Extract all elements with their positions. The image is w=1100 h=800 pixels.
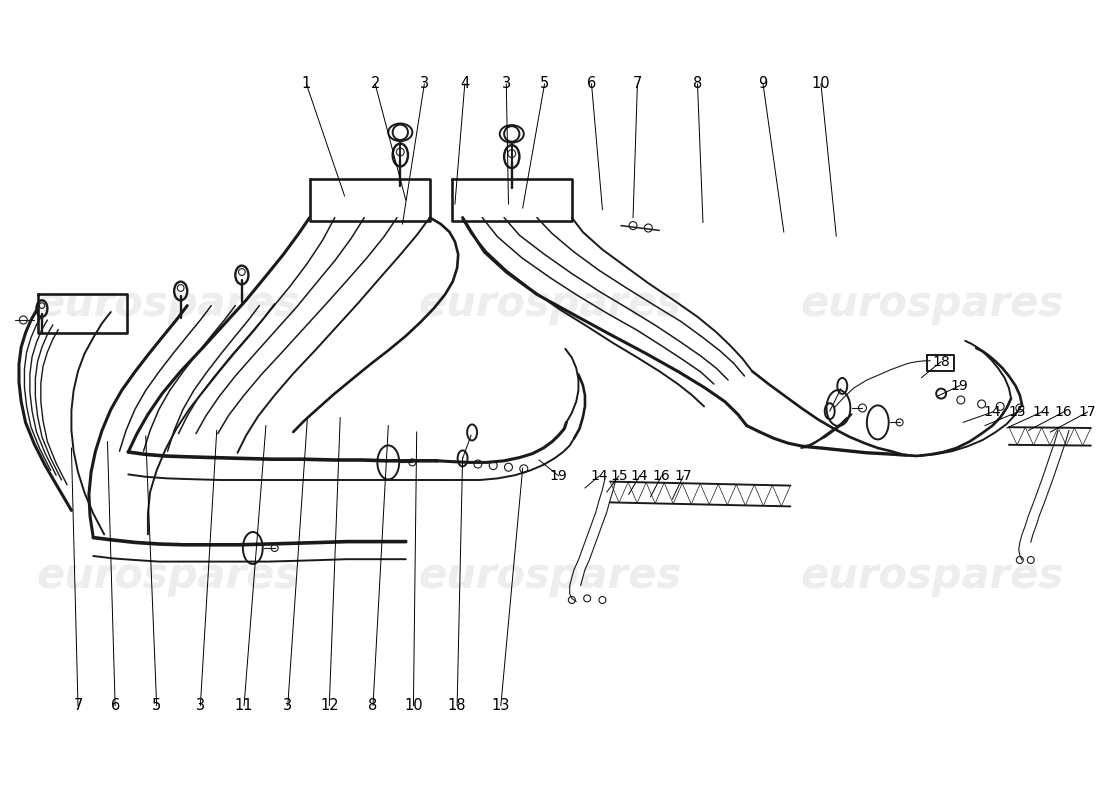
Text: 14: 14 bbox=[630, 469, 648, 483]
Text: 15: 15 bbox=[610, 469, 628, 483]
Text: 11: 11 bbox=[234, 698, 253, 713]
Text: 5: 5 bbox=[152, 698, 162, 713]
Text: 1: 1 bbox=[301, 77, 311, 91]
Text: 3: 3 bbox=[196, 698, 205, 713]
Text: 10: 10 bbox=[404, 698, 422, 713]
Text: 2: 2 bbox=[371, 77, 380, 91]
Text: 15: 15 bbox=[1009, 405, 1026, 419]
Text: 17: 17 bbox=[674, 469, 692, 483]
Text: 13: 13 bbox=[492, 698, 510, 713]
Text: 14: 14 bbox=[591, 469, 608, 483]
Text: 7: 7 bbox=[632, 77, 642, 91]
Text: 19: 19 bbox=[950, 378, 969, 393]
Text: eurospares: eurospares bbox=[36, 555, 299, 597]
Text: 4: 4 bbox=[460, 77, 470, 91]
Text: 6: 6 bbox=[110, 698, 120, 713]
Text: eurospares: eurospares bbox=[801, 555, 1064, 597]
Text: eurospares: eurospares bbox=[801, 283, 1064, 325]
Text: 16: 16 bbox=[652, 469, 670, 483]
Text: eurospares: eurospares bbox=[36, 283, 299, 325]
Text: eurospares: eurospares bbox=[418, 555, 682, 597]
Text: 14: 14 bbox=[1033, 405, 1050, 419]
Text: 14: 14 bbox=[983, 405, 1001, 419]
Text: 10: 10 bbox=[812, 77, 830, 91]
Text: 9: 9 bbox=[758, 77, 768, 91]
Text: 16: 16 bbox=[1055, 405, 1072, 419]
Text: 8: 8 bbox=[368, 698, 377, 713]
Text: 19: 19 bbox=[550, 469, 568, 483]
Text: 17: 17 bbox=[1079, 405, 1097, 419]
Text: 3: 3 bbox=[502, 77, 510, 91]
Text: 6: 6 bbox=[587, 77, 596, 91]
Text: 18: 18 bbox=[933, 354, 950, 369]
Text: 3: 3 bbox=[283, 698, 293, 713]
Text: 3: 3 bbox=[420, 77, 429, 91]
Text: 8: 8 bbox=[693, 77, 702, 91]
Text: 12: 12 bbox=[320, 698, 339, 713]
Text: eurospares: eurospares bbox=[418, 283, 682, 325]
Text: 7: 7 bbox=[74, 698, 82, 713]
Text: 18: 18 bbox=[448, 698, 466, 713]
Text: 5: 5 bbox=[540, 77, 549, 91]
